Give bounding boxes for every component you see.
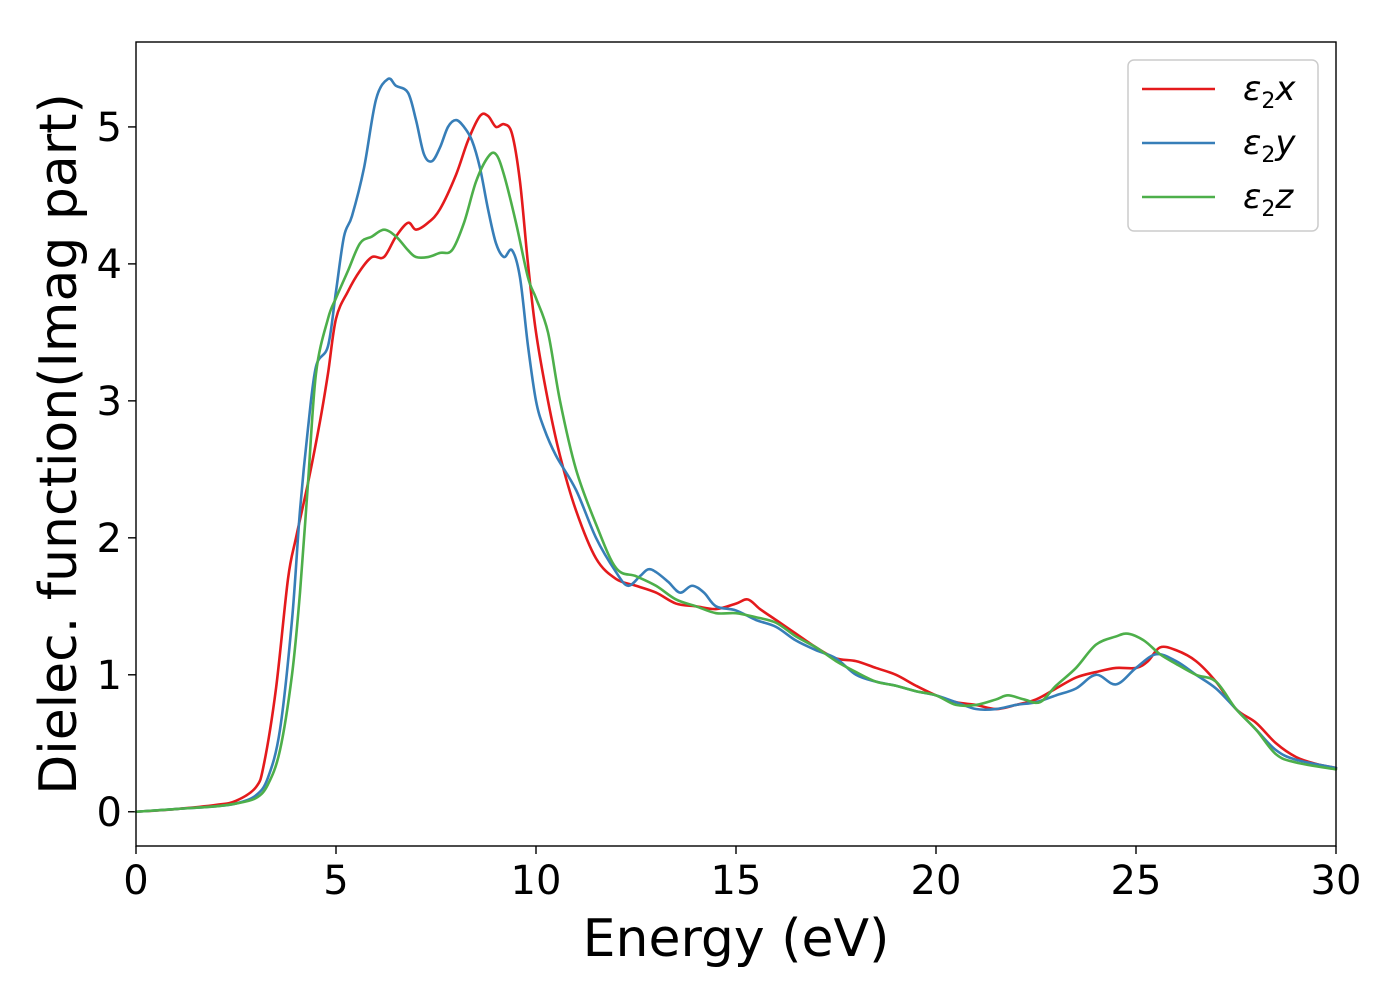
x-tick-label: 15 — [711, 858, 762, 904]
y-axis-label: Dielec. function(Imag part) — [29, 93, 89, 795]
x-tick-label: 25 — [1111, 858, 1162, 904]
legend-label-x: ε2x — [1243, 69, 1296, 114]
x-tick-label: 5 — [323, 858, 348, 904]
series-line-x — [134, 112, 1338, 814]
x-tick-label: 20 — [911, 858, 962, 904]
y-tick-label: 4 — [97, 242, 122, 288]
legend-subscript: 2 — [1261, 143, 1275, 168]
x-tick-label: 10 — [511, 858, 562, 904]
series-line-z — [134, 151, 1338, 814]
y-tick-label: 5 — [97, 105, 122, 151]
x-axis-label: Energy (eV) — [583, 909, 890, 969]
legend-subscript: 2 — [1261, 89, 1275, 114]
legend-symbol: ε — [1243, 177, 1261, 217]
legend-symbol: ε — [1243, 123, 1261, 163]
y-tick-label: 1 — [97, 653, 122, 699]
y-axis-ticks: 0 1 2 3 4 5 — [97, 105, 136, 836]
series-line-y — [134, 77, 1338, 814]
legend-component: x — [1274, 69, 1296, 109]
legend-subscript: 2 — [1261, 197, 1275, 222]
y-tick-label: 3 — [97, 379, 122, 425]
y-tick-label: 2 — [97, 516, 122, 562]
legend-box — [1127, 59, 1319, 232]
legend-component: z — [1274, 177, 1294, 217]
x-axis-ticks: 0 5 10 15 20 25 30 — [123, 846, 1361, 904]
series-lines — [134, 77, 1338, 814]
legend-component: y — [1274, 123, 1296, 163]
legend-label-z: ε2z — [1243, 177, 1294, 222]
legend-symbol: ε — [1243, 69, 1261, 109]
y-tick-label: 0 — [97, 790, 122, 836]
x-tick-label: 0 — [123, 858, 148, 904]
x-tick-label: 30 — [1311, 858, 1362, 904]
legend-label-y: ε2y — [1243, 123, 1296, 168]
plot-frame — [135, 41, 1337, 847]
